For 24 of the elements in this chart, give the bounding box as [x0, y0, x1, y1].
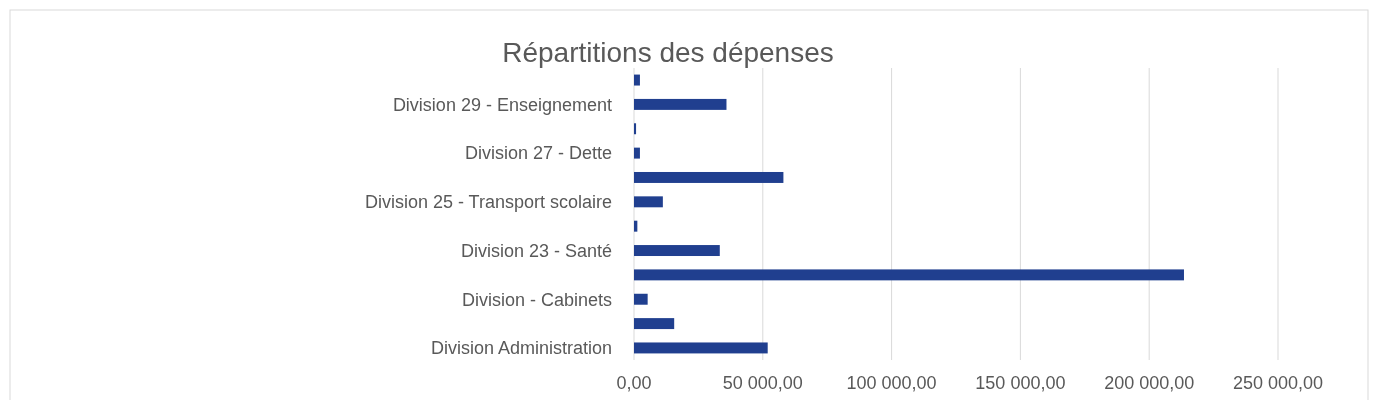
bar: [634, 293, 648, 305]
x-tick-label: 100 000,00: [846, 373, 937, 393]
y-tick-label: Division 23 - Santé: [460, 240, 612, 261]
x-tick-label: 50 000,00: [722, 373, 803, 393]
y-tick-label: Division 25 - Transport scolaire: [364, 192, 612, 213]
y-tick-label: Division 29 - Enseignement: [392, 94, 612, 115]
x-tick-label: 0,00: [616, 373, 652, 393]
bar: [634, 74, 640, 86]
bar: [634, 269, 1184, 281]
bar: [634, 342, 768, 354]
bar: [634, 98, 727, 110]
bar: [634, 196, 663, 208]
bar: [634, 123, 637, 135]
x-tick-label: 150 000,00: [975, 373, 1066, 393]
x-tick-label: 250 000,00: [1232, 373, 1324, 393]
y-tick-label: Division 27 - Dette: [464, 143, 612, 164]
y-tick-label: Division - Cabinets: [461, 289, 612, 310]
bar: [634, 318, 675, 330]
x-tick-label: 200 000,00: [1104, 373, 1195, 393]
bar: [634, 147, 640, 159]
bar: [634, 245, 720, 257]
bar: [634, 171, 784, 183]
chart-title: Répartitions des dépenses: [502, 37, 834, 68]
y-tick-label: Division Administration: [430, 338, 612, 359]
